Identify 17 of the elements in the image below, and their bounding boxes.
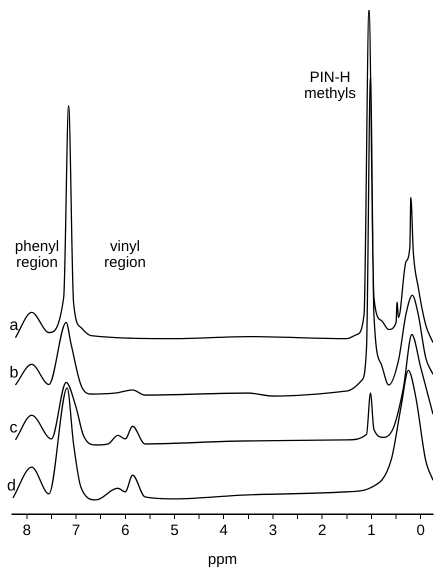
series-label: b bbox=[9, 364, 18, 382]
x-tick-label: 1 bbox=[367, 522, 376, 540]
x-tick-label: 2 bbox=[318, 522, 326, 540]
series-label: d bbox=[6, 477, 16, 494]
annotation: PIN-H methyls bbox=[304, 69, 356, 102]
x-tick-label: 8 bbox=[22, 522, 31, 540]
x-tick-label: 4 bbox=[220, 522, 228, 540]
series-label: a bbox=[9, 317, 18, 334]
x-axis-title: ppm bbox=[208, 551, 238, 568]
series-label: c bbox=[9, 419, 18, 436]
x-tick-label: 3 bbox=[268, 522, 278, 540]
annotation: phenyl region bbox=[14, 238, 60, 272]
x-tick-label: 7 bbox=[72, 522, 80, 540]
annotation: vinyl region bbox=[104, 238, 146, 272]
x-tick-label: 0 bbox=[416, 522, 425, 540]
x-tick-label: 5 bbox=[170, 522, 179, 540]
x-tick-label: 6 bbox=[121, 522, 130, 540]
